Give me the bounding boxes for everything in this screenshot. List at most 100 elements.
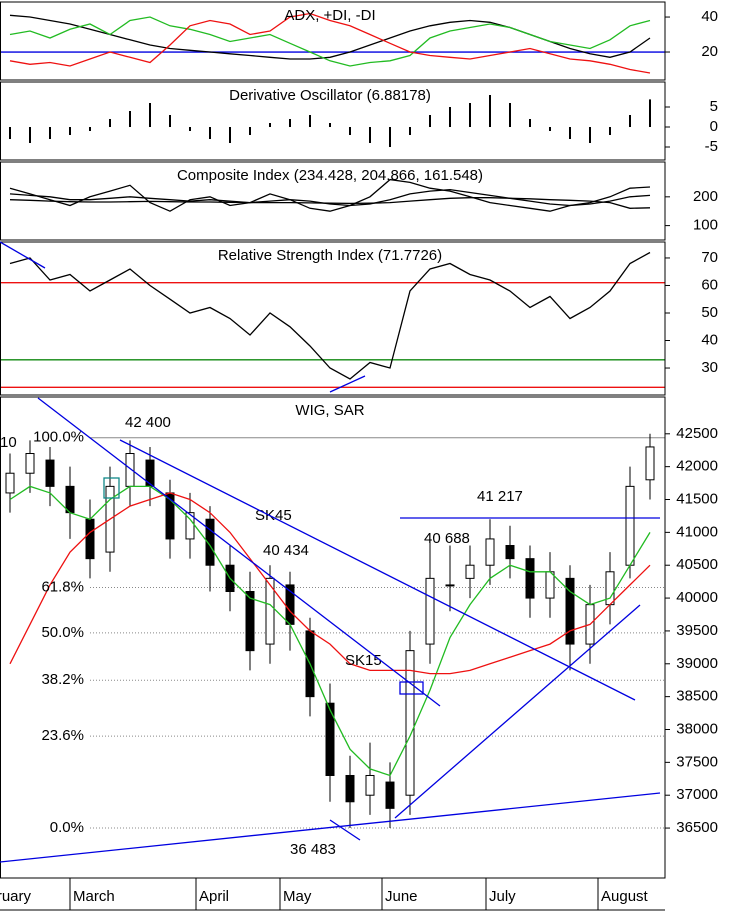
annotation: 40 434 — [263, 542, 309, 559]
candle-body — [445, 584, 455, 587]
candle-body — [605, 571, 615, 606]
bar — [189, 127, 191, 131]
series-line — [9, 12, 651, 74]
bar — [569, 127, 571, 139]
bar — [269, 123, 271, 127]
y-tick-label: 40500 — [676, 556, 718, 573]
trend-line — [119, 439, 636, 701]
bar — [229, 127, 231, 143]
y-tick-label: 38500 — [676, 688, 718, 705]
y-tick-label: 40000 — [676, 589, 718, 606]
series-line — [9, 16, 651, 67]
candle-body — [465, 564, 475, 579]
candle-body — [205, 518, 215, 566]
y-tick-label: -5 — [705, 138, 718, 155]
bar — [249, 127, 251, 135]
bar — [529, 119, 531, 127]
y-tick-label: 42500 — [676, 425, 718, 442]
level-label: 61.8% — [41, 579, 84, 596]
bar — [169, 115, 171, 127]
bar — [469, 103, 471, 127]
y-tick-label: 41500 — [676, 490, 718, 507]
panel-title: Derivative Oscillator (6.88178) — [229, 87, 431, 104]
bar — [369, 127, 371, 143]
bar — [69, 127, 71, 135]
bar — [289, 119, 291, 127]
candle-body — [85, 518, 95, 560]
series-line — [9, 197, 651, 209]
level-label: 38.2% — [41, 671, 84, 688]
panel-title: ADX, +DI, -DI — [284, 7, 375, 24]
annotation: 42 400 — [125, 414, 171, 431]
y-tick-label: 40 — [701, 8, 718, 25]
bar — [329, 123, 331, 127]
y-tick-label: 41000 — [676, 523, 718, 540]
bar — [589, 127, 591, 143]
trend-line — [329, 819, 361, 841]
bar — [89, 127, 91, 131]
series-line — [9, 251, 651, 380]
bar — [349, 127, 351, 135]
annotation: SK15 — [345, 652, 382, 669]
candle-body — [25, 453, 35, 474]
series-line — [9, 188, 651, 207]
y-tick-label: 30 — [701, 359, 718, 376]
panel-title: Relative Strength Index (71.7726) — [218, 247, 442, 264]
x-tick-label: July — [489, 888, 516, 905]
candle-body — [265, 577, 275, 645]
series-line — [9, 492, 651, 675]
candle-body — [565, 577, 575, 645]
y-tick-label: 70 — [701, 249, 718, 266]
annotation: 10 — [0, 434, 17, 451]
y-tick-label: 39000 — [676, 655, 718, 672]
series-line — [9, 485, 651, 777]
candle-body — [5, 472, 15, 494]
level-label: 50.0% — [41, 624, 84, 641]
candle-body — [505, 545, 515, 560]
y-tick-label: 0 — [710, 118, 718, 135]
candle-body — [185, 512, 195, 540]
y-tick-label: 20 — [701, 43, 718, 60]
candle-body — [65, 485, 75, 514]
bar — [449, 107, 451, 127]
candle-body — [385, 781, 395, 809]
y-tick-label: 36500 — [676, 819, 718, 836]
panel-title: Composite Index (234.428, 204.866, 161.5… — [177, 167, 483, 184]
candle-body — [525, 558, 535, 599]
bar — [509, 103, 511, 127]
annotation: 41 217 — [477, 488, 523, 505]
bar — [129, 111, 131, 127]
candle-body — [425, 577, 435, 645]
candle-body — [625, 485, 635, 566]
trend-lines — [0, 241, 661, 863]
trend-line — [394, 604, 641, 819]
panel-frame — [0, 396, 666, 879]
bar — [649, 99, 651, 127]
y-tick-label: 37500 — [676, 753, 718, 770]
bar — [489, 95, 491, 127]
annotation: 40 688 — [424, 530, 470, 547]
trend-line — [0, 241, 46, 269]
bar — [149, 103, 151, 127]
y-tick-label: 60 — [701, 276, 718, 293]
candle-body — [485, 538, 495, 566]
candle-body — [45, 459, 55, 487]
bar — [389, 127, 391, 147]
y-tick-label: 39500 — [676, 622, 718, 639]
panel-frame — [0, 81, 666, 161]
x-tick-label: February — [0, 888, 32, 905]
candle-body — [405, 650, 415, 796]
level-label: 100.0% — [33, 429, 84, 446]
bar — [309, 115, 311, 127]
annotation: SK45 — [255, 507, 292, 524]
candle-body — [645, 446, 655, 481]
bar — [209, 127, 211, 139]
y-tick-label: 37000 — [676, 786, 718, 803]
candle-body — [345, 774, 355, 803]
marker-box — [399, 681, 424, 695]
bar — [49, 127, 51, 139]
panel-frame — [0, 1, 666, 81]
level-label: 0.0% — [50, 819, 84, 836]
candle-body — [245, 591, 255, 652]
y-tick-label: 5 — [710, 98, 718, 115]
